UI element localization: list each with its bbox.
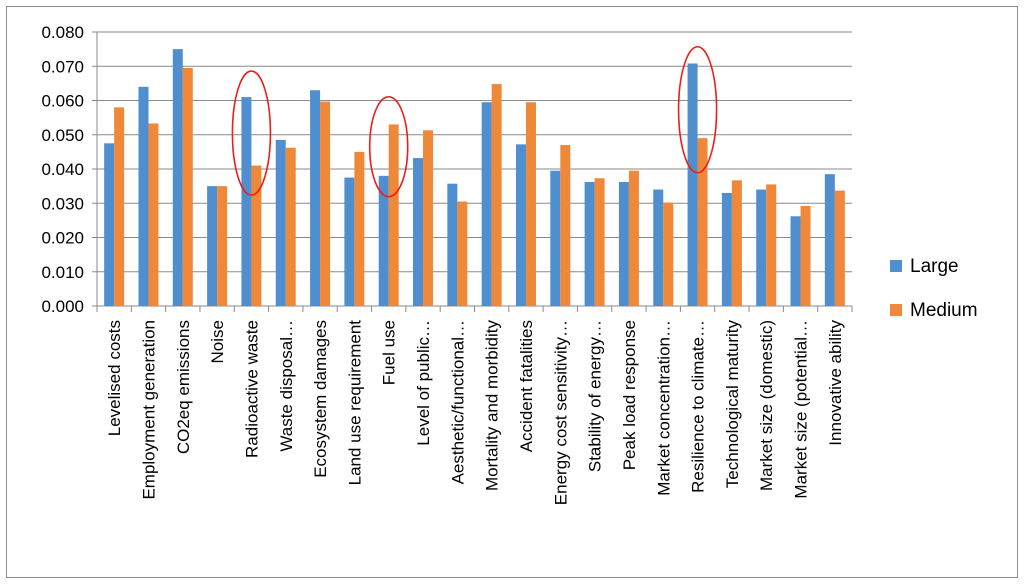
category-label: Waste disposal…	[277, 320, 296, 452]
bar-large	[447, 183, 458, 306]
bar-large	[756, 189, 767, 306]
bar-large	[584, 182, 595, 306]
category-label: Levelised costs	[105, 320, 124, 436]
bar-large	[344, 177, 355, 306]
bar-large	[275, 139, 286, 306]
bar-large	[241, 97, 252, 306]
category-label: Level of public…	[414, 320, 433, 446]
bar-large	[721, 192, 732, 306]
bar-medium	[731, 180, 742, 306]
bar-large	[618, 182, 629, 306]
bar-large	[104, 143, 115, 306]
category-label: Aesthetic/functional…	[448, 320, 467, 484]
bar-medium	[697, 138, 708, 306]
bar-large	[687, 63, 698, 307]
category-label: Mortality and morbidity	[483, 320, 502, 492]
y-tick-label: 0.000	[41, 297, 84, 316]
category-label: Employment generation	[139, 320, 158, 500]
bar-medium	[354, 151, 365, 306]
y-tick-label: 0.050	[41, 126, 84, 145]
highlight-ellipse	[231, 70, 272, 196]
y-tick-label: 0.010	[41, 263, 84, 282]
bar-medium	[423, 130, 434, 306]
bar-large	[481, 102, 492, 307]
category-label: Fuel use	[380, 320, 399, 385]
bar-medium	[628, 170, 639, 306]
bar-medium	[663, 202, 674, 306]
category-label: Land use requirement	[345, 320, 364, 486]
legend-swatch-medium	[890, 304, 902, 316]
category-label: Accident fatalities	[517, 320, 536, 452]
category-label: Energy cost sensitivity…	[551, 320, 570, 505]
bar-medium	[560, 145, 571, 306]
category-label: CO2eq emissions	[174, 320, 193, 454]
category-label: Noise	[208, 320, 227, 363]
bar-medium	[251, 165, 262, 306]
y-tick-label: 0.060	[41, 92, 84, 111]
category-label: Technological maturity	[723, 320, 742, 489]
legend-swatch-large	[890, 260, 902, 272]
legend-label-medium: Medium	[910, 300, 978, 321]
y-tick-label: 0.020	[41, 229, 84, 248]
bar-large	[138, 86, 149, 306]
category-label: Stability of energy…	[586, 320, 605, 472]
highlight-ellipse	[368, 95, 409, 198]
category-label: Innovative ability	[826, 320, 845, 446]
bar-large	[653, 189, 664, 306]
bar-medium	[148, 123, 159, 306]
legend-label-large: Large	[910, 256, 959, 277]
bar-medium	[834, 190, 845, 306]
bar-medium	[766, 184, 777, 306]
bar-large	[413, 158, 424, 306]
bar-medium	[457, 201, 468, 306]
bar-medium	[491, 84, 502, 306]
bar-large	[172, 49, 183, 306]
bar-medium	[114, 107, 125, 306]
category-label: Market concentration…	[654, 320, 673, 496]
bar-large	[515, 144, 526, 306]
category-label: Market size (domestic)	[757, 320, 776, 491]
bar-medium	[217, 186, 228, 306]
category-label: Ecosystem damages	[311, 320, 330, 478]
bar-medium	[320, 101, 331, 306]
category-label: Resilience to climate…	[689, 320, 708, 493]
bar-medium	[285, 147, 296, 306]
bar-large	[790, 216, 801, 306]
highlight-ellipse	[677, 45, 718, 174]
bar-medium	[182, 67, 193, 307]
bar-medium	[800, 205, 811, 306]
category-label: Market size (potential…	[792, 320, 811, 499]
bar-large	[378, 175, 389, 306]
y-tick-label: 0.070	[41, 57, 84, 76]
bar-medium	[525, 102, 536, 307]
bar-medium	[388, 124, 399, 306]
y-tick-label: 0.080	[41, 23, 84, 42]
bar-large	[310, 90, 321, 306]
category-label: Peak load response	[620, 320, 639, 470]
bar-large	[550, 170, 561, 306]
category-label: Radioactive waste	[242, 320, 261, 458]
y-tick-label: 0.030	[41, 194, 84, 213]
y-tick-label: 0.040	[41, 160, 84, 179]
bar-medium	[594, 178, 605, 306]
bar-large	[207, 186, 218, 306]
bar-large	[824, 174, 835, 306]
